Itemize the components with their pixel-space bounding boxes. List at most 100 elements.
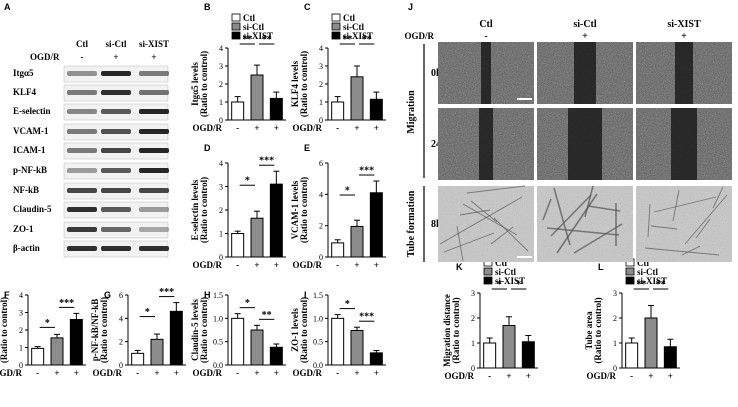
sig-label: * — [497, 280, 502, 291]
y-tick-label: 3 — [471, 289, 475, 298]
bar — [50, 337, 64, 366]
sig-label: * — [45, 318, 50, 329]
y-tick-label: 1 — [613, 339, 617, 348]
legend-swatch — [625, 276, 635, 285]
wb-lane-header: Ctl — [76, 39, 88, 49]
bar-chart-F: 01234ICAM-1 levels(Ratio to control)****… — [0, 291, 86, 378]
ogdr-sign: + — [374, 368, 379, 378]
ogdr-sign: + — [54, 368, 59, 378]
ogdr-sign: + — [668, 371, 673, 381]
sig-label: *** — [59, 298, 74, 309]
ogdr-sign: - — [336, 368, 339, 378]
wb-lane-header: si-XIST — [139, 39, 169, 49]
y-axis-label: ZO-1 levels — [290, 308, 300, 352]
tube-segment — [443, 232, 495, 253]
y-axis-label: KLF4 levels — [290, 60, 300, 107]
y-axis-label: (Ratio to control) — [0, 297, 9, 363]
y-axis-label: (Ratio to control) — [199, 297, 209, 363]
wb-band — [101, 188, 131, 193]
wb-band — [139, 109, 169, 114]
panel-letter-B: B — [204, 2, 211, 12]
bar — [350, 76, 364, 121]
y-axis-label: (Ratio to control) — [593, 297, 603, 363]
wb-protein-label: KLF4 — [13, 87, 37, 97]
micro-col-header: si-XIST — [667, 19, 701, 30]
ogdr-sign: + — [354, 260, 359, 270]
wb-protein-label: p-NF-kB — [13, 165, 47, 175]
tube-segment — [672, 189, 680, 222]
wb-band — [67, 71, 97, 76]
wb-protein-label: ICAM-1 — [13, 145, 46, 155]
sig-label: ** — [242, 35, 252, 46]
image-texture — [537, 186, 633, 262]
legend-label: si-XIST — [243, 31, 273, 41]
ogdr-sign: - — [630, 371, 633, 381]
bar — [231, 101, 245, 121]
western-blot-panel: Ctl si-Ctl si-XIST OGD/R - + + Itgα5 KLF4 E-selec… — [13, 39, 169, 258]
ogdr-sign: - — [136, 368, 139, 378]
y-tick-label: 6 — [119, 291, 123, 300]
micro-row-label: 8h — [431, 219, 442, 230]
wb-band — [139, 90, 169, 95]
bar — [131, 352, 145, 366]
y-tick-label: 1 — [471, 339, 475, 348]
tube-segment — [684, 194, 728, 245]
y-tick-label: 4 — [219, 44, 223, 53]
ogdr-sign: + — [274, 368, 279, 378]
ogdr-sign: + — [274, 260, 279, 270]
y-tick-label: 0.5 — [313, 338, 323, 347]
y-tick-label: 3 — [219, 183, 223, 192]
tube-segment — [546, 227, 620, 236]
ogdr-sign: + — [174, 368, 179, 378]
sig-label: ** — [362, 35, 372, 46]
tube-segment — [490, 226, 514, 245]
wb-band — [139, 246, 169, 251]
ogdr-sign: + — [274, 123, 279, 133]
sig-label: *** — [359, 166, 374, 177]
y-tick-label: 2 — [613, 314, 617, 323]
y-axis-label: E-selectin levels — [190, 179, 200, 240]
wb-band — [67, 148, 97, 153]
sig-label: * — [145, 307, 150, 318]
panel-letter-H: H — [204, 290, 211, 300]
y-tick-label: 3 — [219, 62, 223, 71]
ogdr-label: OGD/R — [192, 123, 222, 133]
tube-segment — [456, 225, 464, 262]
bar — [250, 217, 264, 258]
scratch-gap — [671, 108, 697, 180]
panel-letter-D: D — [204, 143, 211, 153]
tube-segment — [439, 196, 523, 245]
y-tick-label: 0 — [219, 253, 223, 262]
wb-ogdr-label: OGD/R — [30, 52, 60, 62]
bar — [69, 319, 83, 366]
sig-label: ** — [342, 35, 352, 46]
bar — [269, 183, 283, 258]
tube-segment — [681, 245, 701, 256]
bar — [250, 74, 264, 121]
ogdr-sign: + — [354, 368, 359, 378]
y-axis-label: (Ratio to control) — [199, 177, 209, 243]
tube-segment — [542, 198, 552, 221]
sig-label: ** — [636, 280, 646, 291]
legend-label: si-XIST — [495, 276, 525, 286]
tube-segment — [584, 185, 594, 218]
bar — [350, 225, 364, 258]
bar — [502, 325, 516, 369]
y-axis-label: (Ratio to control) — [299, 177, 309, 243]
sig-label: * — [345, 299, 350, 310]
wb-ogdr-sign: + — [151, 52, 156, 62]
tube-segment — [459, 209, 491, 216]
wb-band — [67, 129, 97, 134]
panel-letter-J: J — [408, 2, 413, 12]
tube-segment — [653, 196, 717, 213]
wb-band — [101, 90, 131, 95]
bar — [625, 342, 639, 369]
bar — [150, 338, 164, 366]
tube-segment — [587, 205, 621, 212]
sig-label: * — [516, 280, 521, 291]
bar-chart-I: 0.0 0.5 1.0 1.5 ZO-1 levels (Ratio to control… — [290, 291, 386, 378]
y-axis-label: p-NF-kB/NF-kB — [90, 299, 100, 362]
ogdr-sign: - — [336, 260, 339, 270]
